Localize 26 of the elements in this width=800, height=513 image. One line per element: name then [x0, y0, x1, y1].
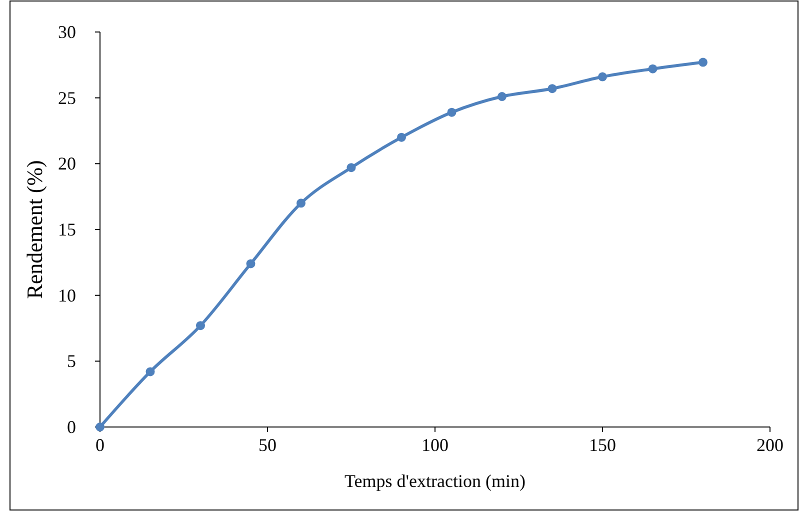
- point: [397, 132, 406, 142]
- point: [698, 58, 708, 67]
- point: [498, 92, 506, 102]
- point: [346, 163, 356, 172]
- y-tick-label: 25: [58, 88, 76, 108]
- point: [447, 108, 456, 117]
- y-tick-label: 0: [67, 417, 76, 437]
- y-tick-label: 5: [67, 351, 76, 372]
- y-tick-label: 20: [58, 154, 76, 174]
- point: [196, 321, 205, 330]
- point: [598, 72, 607, 82]
- x-tick-label: 150: [589, 435, 616, 455]
- x-tick-label: 100: [422, 435, 448, 455]
- y-tick-label: 15: [58, 220, 76, 240]
- point: [146, 367, 155, 376]
- x-tick-label: 200: [756, 435, 784, 455]
- point: [246, 259, 256, 268]
- y-axis-title: Rendement (%): [22, 160, 47, 299]
- y-tick-label: 30: [58, 22, 76, 42]
- point: [296, 198, 306, 208]
- point: [648, 64, 658, 74]
- point: [548, 84, 557, 94]
- x-axis-title: Temps d'extraction (min): [344, 471, 526, 491]
- x-tick-label: 50: [258, 435, 276, 455]
- x-tick-label: 0: [96, 435, 104, 455]
- y-tick-label: 10: [58, 285, 76, 306]
